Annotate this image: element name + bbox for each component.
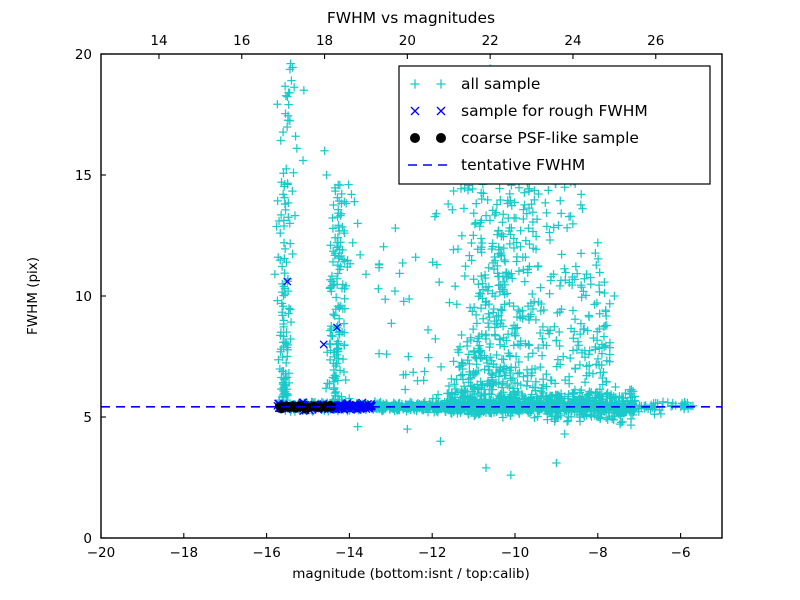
- bottom-tick-label: −6: [671, 545, 691, 561]
- chart-title: FWHM vs magnitudes: [327, 9, 495, 27]
- left-axis-ticks: 0 5 10 15 20: [75, 47, 106, 547]
- y-tick-label: 5: [83, 410, 92, 426]
- legend-frame: [398, 65, 711, 185]
- bottom-tick-label: −10: [501, 545, 530, 561]
- x-axis-label: magnitude (bottom:isnt / top:calib): [292, 566, 529, 582]
- bottom-axis-ticks: −20 −18 −16 −14 −12 −10 −8 −6: [87, 533, 691, 561]
- legend-item-label: tentative FWHM: [461, 156, 585, 174]
- y-tick-label: 10: [75, 289, 92, 305]
- legend-item[interactable]: all sample: [410, 75, 540, 93]
- top-tick-label: 20: [399, 33, 416, 49]
- top-tick-label: 14: [150, 33, 167, 49]
- top-tick-label: 16: [233, 33, 250, 49]
- top-tick-label: 22: [482, 33, 499, 49]
- plus-marker-icon: [410, 79, 446, 89]
- top-tick-label: 18: [316, 33, 333, 49]
- bottom-tick-label: −20: [87, 545, 116, 561]
- top-tick-label: 24: [564, 33, 581, 49]
- y-tick-label: 20: [75, 47, 92, 63]
- bottom-tick-label: −8: [588, 545, 608, 561]
- legend-item[interactable]: coarse PSF-like sample: [410, 129, 639, 147]
- top-tick-label: 26: [647, 33, 664, 49]
- bottom-tick-label: −12: [418, 545, 447, 561]
- legend-item-label: coarse PSF-like sample: [461, 129, 639, 147]
- bottom-tick-label: −16: [252, 545, 281, 561]
- legend[interactable]: all sample sample for rough FWHM coarse PS…: [398, 65, 711, 185]
- y-tick-label: 15: [75, 168, 92, 184]
- cross-marker-icon: [410, 106, 446, 116]
- legend-item[interactable]: sample for rough FWHM: [410, 102, 648, 120]
- legend-item[interactable]: tentative FWHM: [408, 156, 585, 174]
- dot-marker-icon: [410, 133, 446, 143]
- legend-item-label: all sample: [461, 75, 540, 93]
- top-axis-ticks: 14 16 18 20 22 24 26: [150, 33, 664, 59]
- legend-item-label: sample for rough FWHM: [461, 102, 648, 120]
- bottom-tick-label: −18: [170, 545, 199, 561]
- y-axis-label: FWHM (pix): [25, 257, 41, 335]
- bottom-tick-label: −14: [335, 545, 364, 561]
- y-tick-label: 0: [83, 531, 92, 547]
